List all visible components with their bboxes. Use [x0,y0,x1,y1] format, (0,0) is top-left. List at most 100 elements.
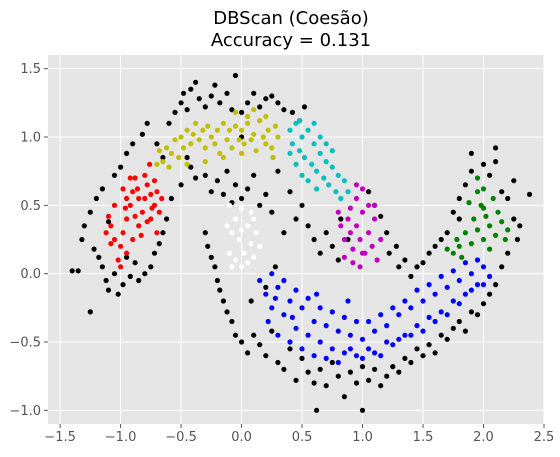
x-tick-label: 1.0 [352,430,373,445]
data-point [305,295,311,301]
data-point [263,284,269,290]
data-point [93,195,99,202]
data-point [341,350,347,356]
data-point [251,332,257,338]
data-point [212,141,218,147]
data-point [239,339,245,345]
data-point [130,236,136,243]
data-point [202,104,208,110]
data-point [493,145,499,151]
data-point [369,243,375,249]
data-point [99,264,105,270]
data-point [350,260,356,266]
data-point [214,277,220,284]
data-point [301,104,308,110]
data-point [81,223,87,229]
series-2 [154,107,281,170]
data-point [144,120,150,126]
data-point [184,154,190,161]
data-point [329,148,335,154]
data-point [305,332,311,338]
data-point [269,305,275,311]
data-point [396,264,402,270]
series-4 [335,182,384,270]
data-point [293,377,299,383]
y-tick-label: −1.0 [9,404,41,419]
data-point [305,127,311,133]
series-5 [224,202,263,270]
data-point [305,223,311,229]
data-point [111,236,118,243]
data-point [462,328,468,334]
data-point [251,254,257,260]
data-point [402,332,408,338]
data-point [236,236,242,243]
data-point [450,325,456,331]
data-point [270,154,276,161]
data-point [180,145,187,151]
data-point [212,82,218,88]
data-point [299,172,305,178]
data-point [317,150,323,156]
data-point [217,287,223,293]
data-point [105,213,112,219]
data-point [311,141,317,147]
data-point [474,312,481,318]
data-point [323,159,329,165]
data-point [366,230,372,236]
data-point [335,172,341,178]
data-point [480,186,487,192]
data-point [202,172,208,178]
data-point [299,346,305,352]
data-point [269,271,275,277]
data-point [136,223,142,229]
data-point [275,284,281,290]
data-point [456,195,462,202]
data-point [281,366,287,372]
data-point [345,189,351,195]
data-point [272,123,278,129]
data-point [217,100,223,106]
data-point [275,332,281,338]
data-point [188,86,194,92]
data-point [359,250,366,256]
data-point [232,123,239,129]
data-point [136,195,142,202]
data-point [311,318,317,325]
data-point [120,186,126,192]
data-point [239,109,245,115]
data-point [305,369,311,375]
data-point [505,250,511,256]
data-point [178,182,184,188]
data-point [184,107,190,113]
data-point [272,264,278,270]
data-point [299,305,305,311]
data-point [127,273,133,279]
data-point [239,205,245,211]
data-point [299,202,305,208]
data-point [164,145,170,151]
data-point [462,182,468,188]
data-point [408,273,414,279]
data-point [160,230,166,236]
data-point [333,189,339,195]
data-point [341,394,347,400]
plot-area [48,55,544,424]
data-point [154,230,160,236]
data-point [326,182,332,188]
x-tick-label: 0.0 [231,430,252,445]
data-point [347,205,353,211]
data-point [122,205,128,211]
data-point [214,178,220,184]
data-point [317,366,323,372]
data-point [378,236,384,243]
data-point [329,359,335,366]
data-point [251,107,257,113]
data-point [263,291,269,297]
data-point [156,148,162,154]
data-point [480,236,487,243]
data-point [414,323,420,329]
data-point [317,339,323,345]
data-point [265,127,271,133]
